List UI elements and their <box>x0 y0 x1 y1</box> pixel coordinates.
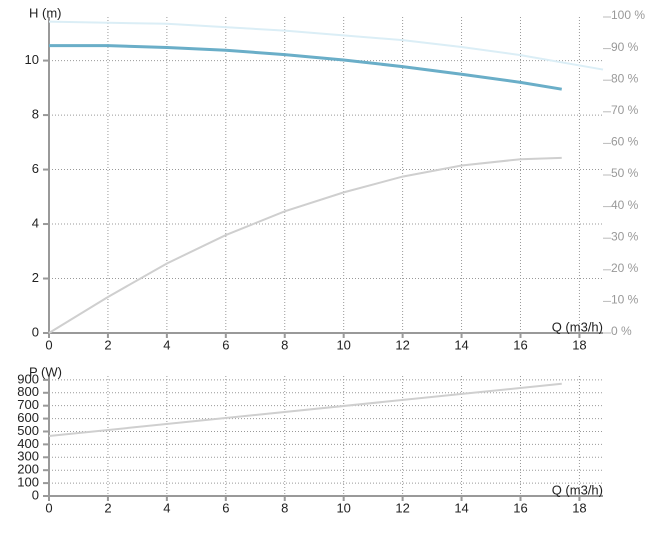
x-tick-label: 8 <box>281 500 288 515</box>
y-tick-label: 700 <box>17 397 39 412</box>
y-tick-label: 6 <box>32 161 39 176</box>
y-tick-label: 500 <box>17 423 39 438</box>
y-tick-label: 8 <box>32 107 39 122</box>
x-tick-label: 12 <box>395 500 409 515</box>
y-axis-label: H (m) <box>29 5 62 20</box>
y-tick-label: 800 <box>17 384 39 399</box>
line-series <box>48 156 562 334</box>
x-tick-label: 0 <box>45 337 52 352</box>
x-tick-label: 6 <box>222 337 229 352</box>
y2-tick-label: 90 % <box>611 40 639 54</box>
x-tick-label: 14 <box>454 500 468 515</box>
y-tick-label: 600 <box>17 410 39 425</box>
x-tick-label: 4 <box>163 500 170 515</box>
y-tick-label: 2 <box>32 270 39 285</box>
y-tick-label: 0 <box>32 487 39 502</box>
y2-tick-label: 100 % <box>611 8 645 22</box>
x-tick-label: 4 <box>163 337 170 352</box>
y2-tick-label: 40 % <box>611 198 639 212</box>
y-tick-label: 300 <box>17 449 39 464</box>
y2-tick-label: 10 % <box>611 293 639 307</box>
y-tick-label: 200 <box>17 462 39 477</box>
line-series <box>48 382 562 437</box>
x-tick-label: 14 <box>454 337 468 352</box>
x-axis-label: Q (m3/h) <box>552 482 603 497</box>
line-series <box>49 44 562 91</box>
y-axis-label: P (W) <box>29 364 62 379</box>
x-tick-label: 2 <box>104 337 111 352</box>
y2-tick-label: 0 % <box>611 324 632 338</box>
y-tick-label: 400 <box>17 436 39 451</box>
x-axis-label: Q (m3/h) <box>552 319 603 334</box>
x-tick-label: 10 <box>336 500 350 515</box>
y2-tick-label: 50 % <box>611 166 639 180</box>
x-tick-label: 18 <box>572 337 586 352</box>
x-tick-label: 16 <box>513 337 527 352</box>
x-tick-label: 2 <box>104 500 111 515</box>
x-tick-label: 8 <box>281 337 288 352</box>
x-tick-label: 6 <box>222 500 229 515</box>
y-tick-label: 900 <box>17 371 39 386</box>
x-tick-label: 18 <box>572 500 586 515</box>
y2-tick-label: 20 % <box>611 261 639 275</box>
x-tick-label: 16 <box>513 500 527 515</box>
y-tick-label: 100 <box>17 475 39 490</box>
y-tick-label: 4 <box>32 215 39 230</box>
x-tick-label: 12 <box>395 337 409 352</box>
y2-tick-label: 30 % <box>611 229 639 243</box>
line-series <box>48 20 604 71</box>
x-tick-label: 0 <box>45 500 52 515</box>
y2-tick-label: 80 % <box>611 71 639 85</box>
y-tick-label: 0 <box>32 324 39 339</box>
y2-tick-label: 70 % <box>611 103 639 117</box>
y-tick-label: 10 <box>25 52 39 67</box>
y2-tick-label: 60 % <box>611 135 639 149</box>
x-tick-label: 10 <box>336 337 350 352</box>
